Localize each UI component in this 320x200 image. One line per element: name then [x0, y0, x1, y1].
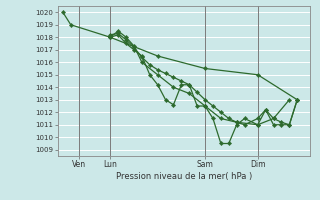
X-axis label: Pression niveau de la mer( hPa ): Pression niveau de la mer( hPa )	[116, 172, 252, 181]
